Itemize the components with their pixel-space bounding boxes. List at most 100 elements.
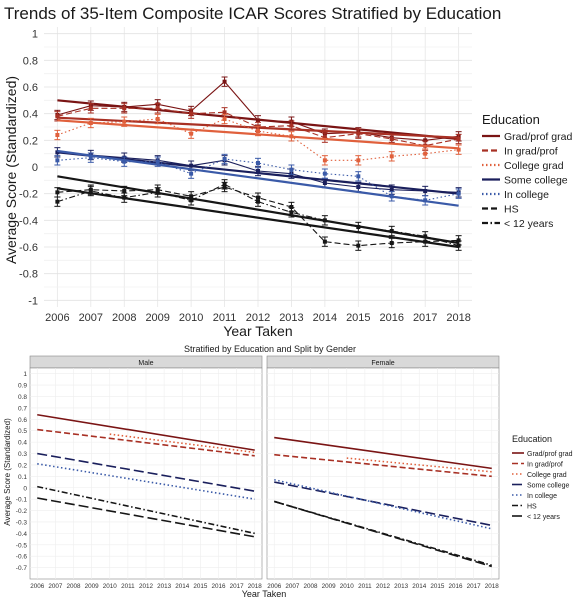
data-point bbox=[423, 234, 428, 239]
data-point bbox=[356, 174, 361, 179]
data-point bbox=[356, 243, 361, 248]
top-x-tick-label: 2017 bbox=[413, 312, 437, 324]
top-legend-label-grad-prof-grad: Grad/prof grad bbox=[504, 131, 572, 143]
line-male-some-college bbox=[37, 452, 255, 492]
data-point bbox=[356, 131, 361, 136]
line-female-grad-prof-grad bbox=[274, 436, 492, 470]
bottom-legend: Education Grad/prof grad In grad/prof Coll… bbox=[512, 434, 573, 521]
line-male-in-grad-prof bbox=[37, 428, 255, 457]
bottom-y-tick-label: 0.5 bbox=[18, 428, 27, 435]
bottom-x-tick-label: 2012 bbox=[139, 583, 154, 590]
data-point bbox=[256, 199, 260, 204]
bottom-x-tick-label: 2015 bbox=[193, 583, 208, 590]
top-x-tick-label: 2009 bbox=[145, 312, 169, 324]
line-female-college-grad bbox=[346, 457, 492, 473]
top-chart-xlabel: Year Taken bbox=[223, 323, 292, 339]
top-x-tick-label: 2018 bbox=[446, 312, 470, 324]
data-point bbox=[256, 161, 260, 165]
bottom-x-tick-label: 2012 bbox=[376, 583, 391, 590]
bottom-x-tick-label: 2009 bbox=[322, 583, 337, 590]
data-point bbox=[155, 159, 160, 164]
bottom-x-tick-label: 2017 bbox=[230, 583, 245, 590]
top-y-tick-label: 0.8 bbox=[23, 55, 38, 67]
bottom-y-tick-label: 0 bbox=[23, 485, 27, 492]
bottom-x-tick-label: 2007 bbox=[48, 583, 63, 590]
data-point bbox=[256, 118, 260, 123]
bottom-y-tick-label: 0.1 bbox=[18, 474, 27, 481]
data-point bbox=[456, 147, 461, 152]
bottom-x-tick-label: 2006 bbox=[267, 583, 282, 590]
data-point bbox=[289, 134, 294, 139]
data-point bbox=[256, 169, 260, 173]
bottom-y-tick-labels: 1 0.9 0.8 0.7 0.6 0.5 0.4 0.3 0.2 0.1 0 -0.1 -0.2 -0.… bbox=[16, 371, 28, 572]
data-point bbox=[88, 121, 93, 125]
data-point bbox=[122, 106, 127, 111]
bottom-y-tick-label: -0.4 bbox=[16, 531, 28, 538]
top-legend-title: Education bbox=[482, 112, 540, 127]
top-y-tick-label: -0.6 bbox=[19, 242, 38, 254]
bottom-x-tick-label: 2018 bbox=[248, 583, 263, 590]
bottom-y-tick-label: 0.7 bbox=[18, 405, 27, 412]
line-male-in-college bbox=[37, 463, 255, 500]
top-series-group bbox=[54, 76, 462, 251]
data-point bbox=[322, 171, 327, 176]
data-point bbox=[322, 181, 327, 185]
bottom-y-tick-label: -0.2 bbox=[16, 508, 28, 515]
bottom-chart: Stratified by Education and Split by Gen… bbox=[3, 344, 573, 599]
data-point bbox=[322, 239, 327, 244]
top-chart-title: Trends of 35-Item Composite ICAR Scores … bbox=[4, 4, 501, 23]
top-x-tick-label: 2011 bbox=[213, 312, 237, 324]
bottom-x-tick-label: 2013 bbox=[157, 583, 172, 590]
data-point bbox=[456, 243, 461, 248]
top-y-tick-label: -0.8 bbox=[19, 269, 38, 281]
bottom-legend-label-in-grad-prof: In grad/prof bbox=[527, 462, 563, 469]
bottom-y-tick-label: 0.9 bbox=[18, 383, 27, 390]
data-point bbox=[88, 155, 93, 160]
data-point bbox=[222, 79, 227, 84]
bottom-y-tick-label: 0.2 bbox=[18, 462, 27, 469]
bottom-legend-title: Education bbox=[512, 434, 552, 444]
bottom-x-tick-label: 2014 bbox=[175, 583, 190, 590]
male-strip-label: Male bbox=[138, 360, 153, 367]
line-female-some-college bbox=[274, 481, 492, 527]
data-point bbox=[189, 171, 194, 176]
bottom-y-tick-label: 0.8 bbox=[18, 394, 27, 401]
bottom-y-tick-label: 0.6 bbox=[18, 417, 27, 424]
bottom-legend-label-grad-prof-grad: Grad/prof grad bbox=[527, 451, 573, 458]
data-point bbox=[423, 138, 428, 143]
top-chart: Trends of 35-Item Composite ICAR Scores … bbox=[3, 4, 572, 339]
bottom-x-tick-label: 2006 bbox=[30, 583, 45, 590]
top-x-tick-label: 2006 bbox=[45, 312, 69, 324]
data-point bbox=[88, 189, 93, 193]
bottom-x-tick-label: 2016 bbox=[448, 583, 463, 590]
bottom-x-tick-label: 2011 bbox=[121, 583, 135, 590]
bottom-x-tick-label: 2018 bbox=[485, 583, 500, 590]
top-x-tick-label: 2016 bbox=[380, 312, 404, 324]
data-point bbox=[389, 187, 394, 192]
top-y-tick-label: 0.2 bbox=[23, 135, 38, 147]
line-female-12-years bbox=[274, 500, 492, 568]
top-legend: Education Grad/prof grad In grad/prof Coll… bbox=[482, 112, 572, 230]
bottom-y-tick-label: -0.3 bbox=[16, 519, 28, 526]
top-x-tick-label: 2013 bbox=[279, 312, 303, 324]
data-point bbox=[55, 158, 60, 163]
line-female-in-grad-prof bbox=[274, 453, 492, 478]
data-point bbox=[389, 194, 394, 199]
bottom-x-tick-label: 2013 bbox=[394, 583, 409, 590]
bottom-series-group bbox=[37, 413, 492, 568]
top-legend-label-hs: HS bbox=[504, 204, 519, 216]
data-point bbox=[189, 163, 194, 168]
bottom-x-tick-label: 2007 bbox=[285, 583, 300, 590]
bottom-legend-label-hs: HS bbox=[527, 504, 537, 511]
top-legend-label-some-college: Some college bbox=[504, 175, 568, 187]
data-point bbox=[456, 137, 461, 141]
bottom-x-tick-label: 2015 bbox=[430, 583, 445, 590]
top-x-tick-label: 2008 bbox=[112, 312, 136, 324]
data-point bbox=[55, 150, 60, 155]
bottom-chart-ylabel: Average Score (Standardized) bbox=[3, 418, 12, 526]
bottom-chart-xlabel: Year Taken bbox=[242, 589, 287, 599]
data-point bbox=[88, 106, 93, 111]
data-point bbox=[389, 241, 394, 245]
data-point bbox=[389, 154, 394, 159]
data-point bbox=[222, 182, 227, 187]
